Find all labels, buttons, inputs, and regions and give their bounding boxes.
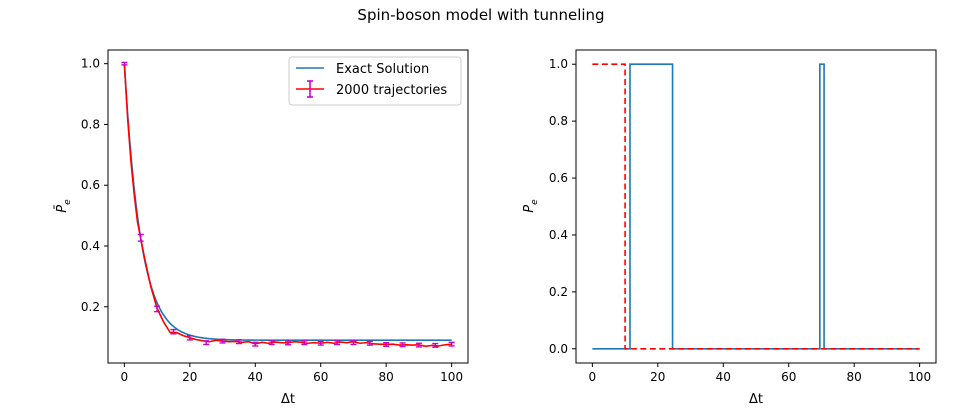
x-tick-label: 60 [781, 370, 796, 384]
x-ticks-left: 0 20 40 60 80 100 [121, 363, 463, 384]
y-axis-label-right-main: P [522, 205, 537, 213]
series-group-right [592, 63, 920, 350]
series-line-right-1 [592, 63, 920, 350]
y-axis-label-left-sub: e [63, 199, 73, 205]
x-tick-label: 60 [313, 370, 328, 384]
y-axis-label-left-main: P̄ [55, 205, 70, 213]
y-tick-label: 0.6 [549, 171, 568, 185]
axes-frame-right [575, 49, 937, 364]
x-tick-label: 80 [379, 370, 394, 384]
x-ticks-right: 0 20 40 60 80 100 [589, 363, 931, 384]
svg-text:Pe: Pe [522, 199, 540, 213]
y-tick-label: 0.4 [549, 228, 568, 242]
y-tick-label: 0.8 [81, 117, 100, 131]
y-tick-label: 0.4 [81, 239, 100, 253]
y-ticks-left: 0.2 0.4 0.6 0.8 1.0 [81, 57, 108, 314]
x-tick-label: 100 [908, 370, 931, 384]
x-tick-label: 0 [121, 370, 129, 384]
series-group-left [121, 61, 455, 348]
series-line-left-1 [123, 63, 452, 348]
y-tick-label: 0.6 [81, 178, 100, 192]
x-tick-label: 20 [650, 370, 665, 384]
y-axis-label-left: P̄e [55, 199, 73, 213]
x-tick-label: 40 [716, 370, 731, 384]
legend-left: Exact Solution 2000 trajectories [288, 56, 462, 106]
x-tick-label: 80 [847, 370, 862, 384]
y-tick-label: 1.0 [549, 57, 568, 71]
y-tick-label: 1.0 [81, 57, 100, 71]
y-axis-label-right: Pe [522, 199, 540, 213]
y-tick-label: 0.0 [549, 342, 568, 356]
axes-frame-left [107, 49, 469, 364]
x-tick-label: 20 [182, 370, 197, 384]
y-tick-label: 0.2 [81, 300, 100, 314]
x-tick-label: 100 [440, 370, 463, 384]
x-tick-label: 40 [248, 370, 263, 384]
plot-area-right [576, 50, 936, 363]
y-tick-label: 0.2 [549, 285, 568, 299]
x-tick-label: 0 [589, 370, 597, 384]
legend-label-trajectories: 2000 trajectories [336, 83, 447, 98]
figure-suptitle: Spin-boson model with tunneling [357, 6, 604, 24]
x-axis-label-right: Δt [749, 392, 763, 407]
y-tick-label: 0.8 [549, 114, 568, 128]
chart-left: 0 20 40 60 80 100 0.2 0.4 0.6 0.8 1.0 Δt P̄e Exac… [55, 49, 469, 407]
y-ticks-right: 0.0 0.2 0.4 0.6 0.8 1.0 [549, 57, 576, 356]
x-axis-label-left: Δt [281, 392, 295, 407]
legend-box [288, 56, 462, 106]
y-axis-label-right-sub: e [530, 199, 540, 205]
svg-text:P̄e: P̄e [55, 199, 73, 213]
legend-label-exact: Exact Solution [336, 62, 429, 77]
chart-right: 0 20 40 60 80 100 0.0 0.2 0.4 0.6 0.8 1.0 Δt Pe [522, 49, 937, 407]
series-line-left-0 [123, 63, 452, 342]
